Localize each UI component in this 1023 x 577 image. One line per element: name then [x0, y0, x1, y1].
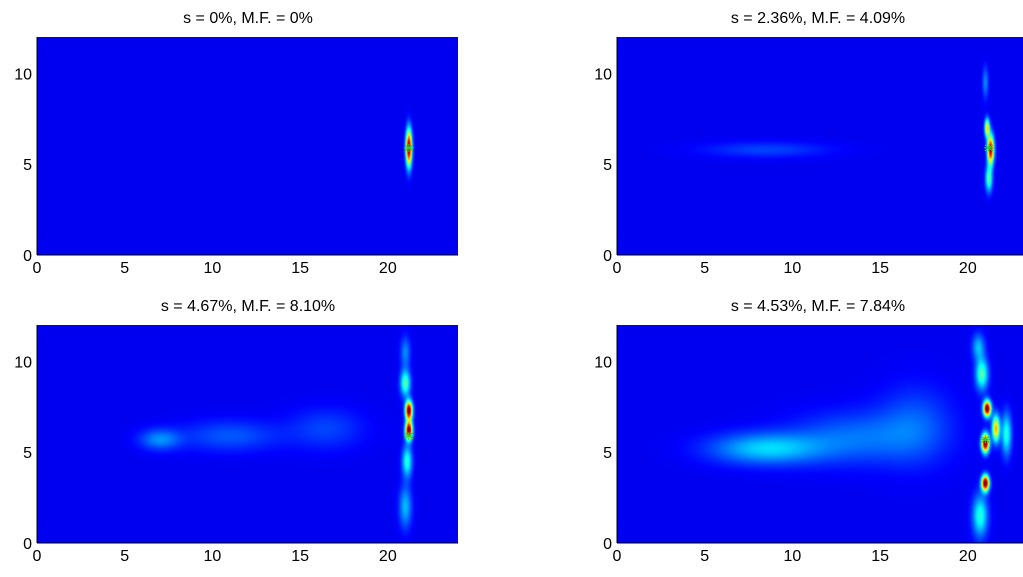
heatmap-panel-3: 0 5 10 15 20 0 5 10 s = 4.67%, M.F. = 8.10%	[14, 298, 458, 565]
x-tick-label: 5	[700, 548, 709, 565]
chart-title: s = 4.53%, M.F. = 7.84%	[731, 298, 905, 315]
x-tick-label: 10	[204, 548, 222, 565]
marker-asterisk	[983, 143, 994, 152]
x-tick-label: 10	[204, 260, 222, 277]
y-tick-label: 10	[14, 66, 32, 83]
chart-title: s = 4.67%, M.F. = 8.10%	[161, 298, 335, 315]
heatmap-image	[617, 37, 1023, 255]
y-tick-label: 5	[23, 445, 32, 462]
x-tick-label: 20	[379, 548, 397, 565]
y-tick-label: 10	[594, 66, 612, 83]
x-tick-label: 15	[871, 548, 889, 565]
marker-asterisk	[403, 143, 414, 152]
y-tick-label: 5	[23, 157, 32, 174]
x-tick-label: 0	[33, 260, 42, 277]
y-tick-label: 0	[603, 248, 612, 265]
x-tick-label: 0	[613, 260, 622, 277]
chart-title: s = 0%, M.F. = 0%	[183, 10, 313, 27]
x-tick-label: 10	[784, 548, 802, 565]
marker-asterisk	[980, 435, 991, 444]
x-tick-label: 5	[120, 260, 129, 277]
x-tick-label: 5	[120, 548, 129, 565]
heatmap-image	[37, 325, 458, 543]
x-tick-label: 15	[871, 260, 889, 277]
marker-asterisk	[403, 431, 414, 440]
x-tick-label: 5	[700, 260, 709, 277]
x-tick-label: 0	[613, 548, 622, 565]
y-tick-label: 0	[23, 536, 32, 553]
y-tick-label: 10	[594, 354, 612, 371]
y-tick-label: 5	[603, 157, 612, 174]
heatmap-panel-2: 0 5 10 15 20 0 5 10 s = 2.36%, M.F. = 4.09%	[594, 10, 1023, 277]
x-tick-label: 20	[959, 260, 977, 277]
heatmap-image	[617, 325, 1023, 543]
x-tick-label: 0	[33, 548, 42, 565]
y-tick-label: 5	[603, 445, 612, 462]
y-tick-label: 0	[603, 536, 612, 553]
x-tick-label: 15	[291, 548, 309, 565]
heatmap-panel-4: 0 5 10 15 20 0 5 10 s = 4.53%, M.F. = 7.84%	[594, 298, 1023, 565]
heatmap-panel-1: 0 5 10 15 20 0 5 10 s = 0%, M.F. = 0%	[14, 10, 458, 277]
x-tick-label: 20	[959, 548, 977, 565]
y-tick-label: 10	[14, 354, 32, 371]
x-tick-label: 20	[379, 260, 397, 277]
chart-title: s = 2.36%, M.F. = 4.09%	[731, 10, 905, 27]
x-tick-label: 15	[291, 260, 309, 277]
heatmap-image	[37, 37, 458, 255]
x-tick-label: 10	[784, 260, 802, 277]
y-tick-label: 0	[23, 248, 32, 265]
